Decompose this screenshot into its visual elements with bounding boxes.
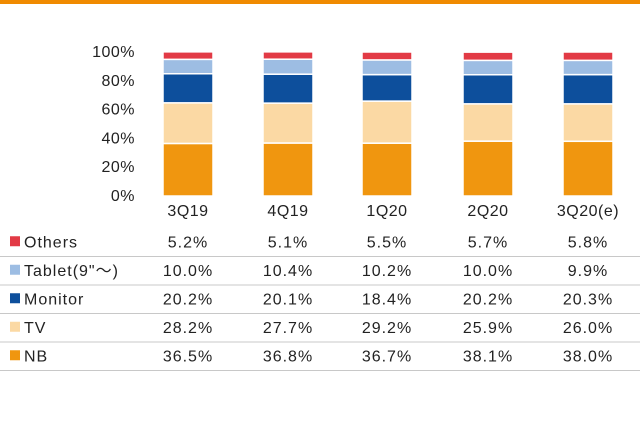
- bar-segment-nb: [462, 140, 514, 197]
- y-tick-label: 20%: [101, 159, 135, 176]
- data-label: 27.7%: [263, 320, 313, 337]
- data-label: 20.3%: [563, 291, 613, 308]
- data-label: 38.0%: [563, 348, 613, 365]
- data-label: 10.0%: [463, 263, 513, 280]
- bar-segment-tv: [361, 100, 413, 144]
- bar-segment-tv: [162, 102, 214, 145]
- data-label: 29.2%: [362, 320, 412, 337]
- bar-segment-others: [562, 51, 614, 62]
- bar-segment-nb: [361, 142, 413, 197]
- bar-segment-monitor: [162, 72, 214, 104]
- bar-segment-monitor: [462, 74, 514, 105]
- legend-label: TV: [24, 320, 46, 337]
- bar-segment-tablet: [562, 59, 614, 76]
- bar-segment-nb: [262, 142, 314, 197]
- data-label: 5.7%: [468, 234, 508, 251]
- bar-segment-tv: [262, 102, 314, 144]
- data-label: 20.1%: [263, 291, 313, 308]
- data-label: 20.2%: [163, 291, 213, 308]
- data-label: 38.1%: [463, 348, 513, 365]
- bar-segment-tv: [562, 103, 614, 143]
- data-label: 5.5%: [367, 234, 407, 251]
- bar-segment-tablet: [361, 59, 413, 76]
- data-label: 10.2%: [362, 263, 412, 280]
- bar-segment-others: [462, 51, 514, 62]
- top-accent-rule: [0, 0, 640, 4]
- data-label: 36.8%: [263, 348, 313, 365]
- bar-segment-nb: [562, 140, 614, 197]
- legend-swatch-tablet: [10, 264, 20, 275]
- bar-segment-tablet: [262, 58, 314, 75]
- data-label: 20.2%: [463, 291, 513, 308]
- data-label: 5.1%: [268, 234, 308, 251]
- legend-label: NB: [24, 348, 48, 365]
- bar-segment-monitor: [262, 73, 314, 104]
- x-category-label: 3Q20(e): [557, 203, 619, 220]
- legend-label: Tablet(9"～): [24, 263, 119, 280]
- x-category-label: 3Q19: [167, 203, 208, 220]
- bar-segment-tv: [462, 103, 514, 142]
- bar-segment-tablet: [162, 58, 214, 75]
- y-tick-label: 0%: [111, 188, 135, 205]
- data-label: 5.8%: [568, 234, 608, 251]
- x-category-label: 4Q19: [267, 203, 308, 220]
- legend-label: Others: [24, 234, 78, 251]
- bar-segment-monitor: [361, 73, 413, 102]
- data-label: 10.4%: [263, 263, 313, 280]
- data-label: 36.5%: [163, 348, 213, 365]
- bar-segment-monitor: [562, 73, 614, 105]
- y-tick-label: 100%: [92, 44, 135, 61]
- legend-swatch-others: [10, 236, 20, 247]
- data-label: 28.2%: [163, 320, 213, 337]
- data-label: 10.0%: [163, 263, 213, 280]
- data-label: 26.0%: [563, 320, 613, 337]
- data-label: 5.2%: [168, 234, 208, 251]
- x-category-label: 2Q20: [467, 203, 508, 220]
- y-tick-label: 60%: [101, 102, 135, 119]
- bar-segment-nb: [162, 142, 214, 197]
- bar-segment-tablet: [462, 59, 514, 76]
- legend-swatch-monitor: [10, 293, 20, 304]
- legend-label: Monitor: [24, 291, 84, 308]
- y-tick-label: 80%: [101, 73, 135, 90]
- data-label: 9.9%: [568, 263, 608, 280]
- legend-swatch-nb: [10, 350, 20, 361]
- bar-segment-others: [361, 51, 413, 61]
- x-category-label: 1Q20: [366, 203, 407, 220]
- bar-segment-others: [262, 51, 314, 60]
- legend-swatch-tv: [10, 321, 20, 332]
- data-label: 25.9%: [463, 320, 513, 337]
- data-label: 36.7%: [362, 348, 412, 365]
- y-tick-label: 40%: [101, 130, 135, 147]
- data-label: 18.4%: [362, 291, 412, 308]
- bar-segment-others: [162, 51, 214, 61]
